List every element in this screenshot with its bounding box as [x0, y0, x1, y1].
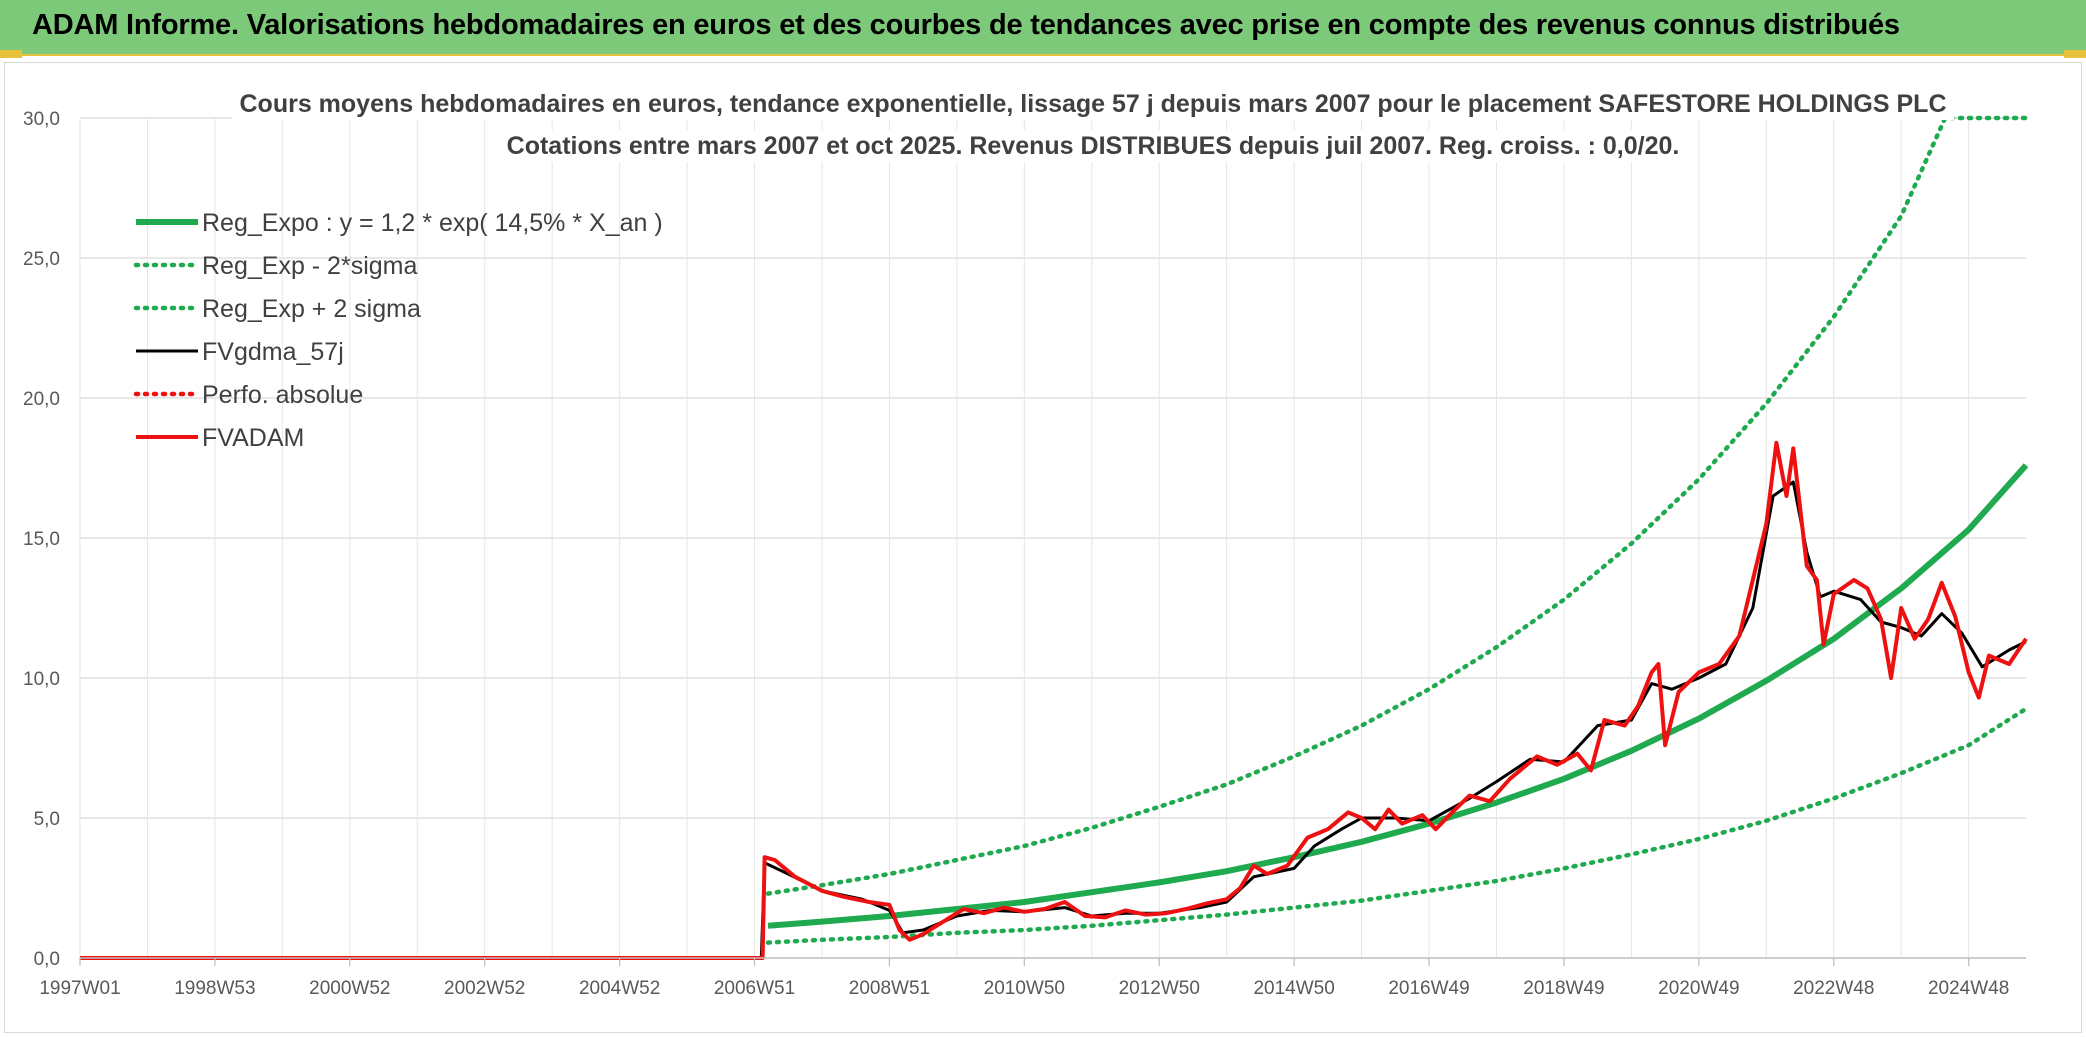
banner-title: ADAM Informe. Valorisations hebdomadaire…	[32, 9, 1900, 41]
x-tick-label: 1997W01	[39, 978, 120, 999]
x-tick-label: 1998W53	[174, 978, 255, 999]
y-tick-label: 10,0	[23, 669, 60, 690]
legend-label: Reg_Exp - 2*sigma	[202, 252, 417, 280]
series-line-reg-exp-2-sigma	[765, 706, 2029, 945]
report-banner: ADAM Informe. Valorisations hebdomadaire…	[0, 0, 2086, 56]
title-backdrop	[231, 88, 1955, 120]
axes: 0,0 5,0 10,0 15,0 20,0 25,0 30,0 1997W01 1998W53…	[23, 109, 2026, 999]
x-tick-label: 2002W52	[444, 978, 525, 999]
y-tick-label: 30,0	[23, 109, 60, 130]
x-tick-label: 2016W49	[1388, 978, 1469, 999]
legend: Reg_Expo : y = 1,2 * exp( 14,5% * X_an )…	[133, 209, 663, 452]
legend-label: FVgdma_57j	[202, 338, 344, 366]
x-tick-label: 2000W52	[309, 978, 390, 999]
x-tick-label: 2020W49	[1658, 978, 1739, 999]
x-tick-label: 2014W50	[1253, 978, 1334, 999]
series-line-reg-exp-2-sigma	[765, 115, 2029, 896]
legend-label: FVADAM	[202, 424, 304, 452]
chart-frame	[4, 62, 2082, 1033]
legend-label: Perfo. absolue	[202, 381, 363, 409]
title-backdrop	[498, 130, 1688, 162]
banner-corner-left	[0, 50, 22, 58]
y-tick-label: 0,0	[34, 949, 60, 970]
chart-title-line: Cours moyens hebdomadaires en euros, ten…	[240, 90, 1947, 118]
chart-title-block: Cours moyens hebdomadaires en euros, ten…	[231, 88, 1955, 162]
y-tick-label: 5,0	[34, 809, 60, 830]
x-tick-label: 2008W51	[849, 978, 930, 999]
y-tick-label: 25,0	[23, 249, 60, 270]
x-tick-label: 2012W50	[1119, 978, 1200, 999]
x-tick-label: 2010W50	[984, 978, 1065, 999]
x-tick-label: 2022W48	[1793, 978, 1874, 999]
legend-label: Reg_Exp + 2 sigma	[202, 295, 421, 323]
y-tick-label: 20,0	[23, 389, 60, 410]
x-tick-label: 2018W49	[1523, 978, 1604, 999]
y-tick-label: 15,0	[23, 529, 60, 550]
x-tick-label: 2024W48	[1928, 978, 2009, 999]
chart-title-line: Cotations entre mars 2007 et oct 2025. R…	[507, 132, 1680, 160]
banner-corner-right	[2064, 50, 2086, 58]
grid	[79, 117, 2026, 959]
legend-label: Reg_Expo : y = 1,2 * exp( 14,5% * X_an )	[202, 209, 663, 237]
series-line-fvgdma-57j	[80, 480, 2027, 960]
series-line-fvadam	[80, 440, 2028, 960]
x-tick-label: 2006W51	[714, 978, 795, 999]
x-tick-label: 2004W52	[579, 978, 660, 999]
series-layer	[80, 115, 2029, 960]
